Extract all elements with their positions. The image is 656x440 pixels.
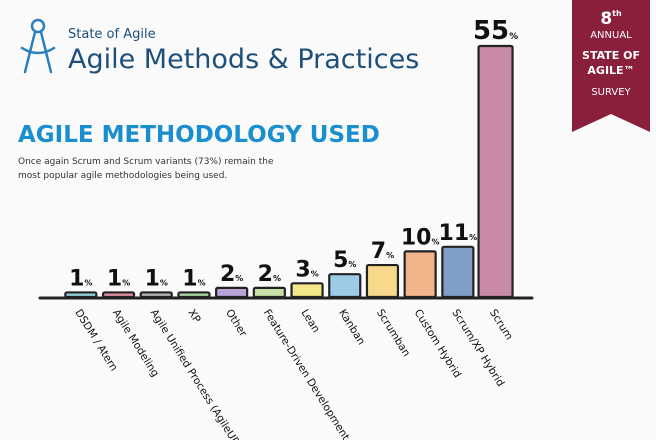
value-number: 1 — [107, 266, 122, 291]
bar — [101, 291, 136, 299]
value-number: 2 — [258, 262, 273, 287]
badge-suffix: th — [612, 9, 622, 18]
value-number: 2 — [220, 262, 235, 287]
value-number: 55 — [473, 16, 509, 46]
bar — [365, 263, 400, 299]
bar — [290, 282, 324, 299]
badge-line: SURVEY — [591, 87, 631, 98]
bar — [328, 273, 362, 299]
value-number: 1 — [69, 266, 84, 291]
bar — [139, 291, 173, 299]
bar — [177, 291, 211, 299]
bar — [403, 250, 437, 299]
badge-line: STATE OF — [582, 49, 640, 62]
value-label: 10% — [401, 225, 440, 250]
logo — [20, 18, 56, 74]
value-number: 10 — [401, 225, 432, 250]
value-label: 11% — [439, 221, 478, 246]
value-unit: % — [198, 278, 206, 287]
value-unit: % — [311, 269, 319, 278]
subtitle: most popular agile methodologies being u… — [18, 171, 227, 181]
badge-line: ANNUAL — [590, 30, 632, 41]
value-unit: % — [431, 237, 439, 246]
value-unit: % — [160, 278, 168, 287]
bar — [64, 291, 98, 299]
value-number: 1 — [145, 266, 160, 291]
page-title: Agile Methods & Practices — [68, 44, 419, 75]
value-label: 55% — [473, 16, 518, 46]
value-label: 1% — [69, 266, 92, 291]
value-unit: % — [348, 260, 356, 269]
value-unit: % — [273, 274, 281, 283]
value-unit: % — [386, 251, 394, 260]
chart-title: AGILE METHODOLOGY USED — [18, 122, 380, 148]
value-label: 5% — [333, 248, 356, 273]
badge-number: 8th — [600, 9, 622, 29]
value-label: 7% — [371, 239, 394, 264]
badge-line: AGILE™ — [587, 64, 634, 77]
value-unit: % — [235, 274, 243, 283]
value-label: 3% — [295, 257, 318, 282]
value-number: 3 — [295, 257, 310, 282]
badge-ribbon — [572, 0, 650, 132]
value-unit: % — [469, 233, 477, 242]
bar — [441, 245, 475, 299]
value-label: 1% — [107, 266, 130, 291]
value-number: 7 — [371, 239, 386, 264]
bar — [252, 286, 286, 299]
value-label: 2% — [220, 262, 243, 287]
value-number: 1 — [182, 266, 197, 291]
value-unit: % — [509, 32, 518, 42]
bar — [215, 286, 249, 299]
value-number: 11 — [439, 221, 470, 246]
kicker: State of Agile — [68, 27, 156, 42]
value-number: 5 — [333, 248, 348, 273]
value-unit: % — [84, 278, 92, 287]
value-label: 2% — [258, 262, 281, 287]
value-label: 1% — [145, 266, 168, 291]
subtitle: Once again Scrum and Scrum variants (73%… — [18, 157, 274, 167]
value-label: 1% — [182, 266, 205, 291]
badge-number-text: 8 — [600, 9, 612, 29]
value-unit: % — [122, 278, 130, 287]
bar — [477, 44, 514, 299]
